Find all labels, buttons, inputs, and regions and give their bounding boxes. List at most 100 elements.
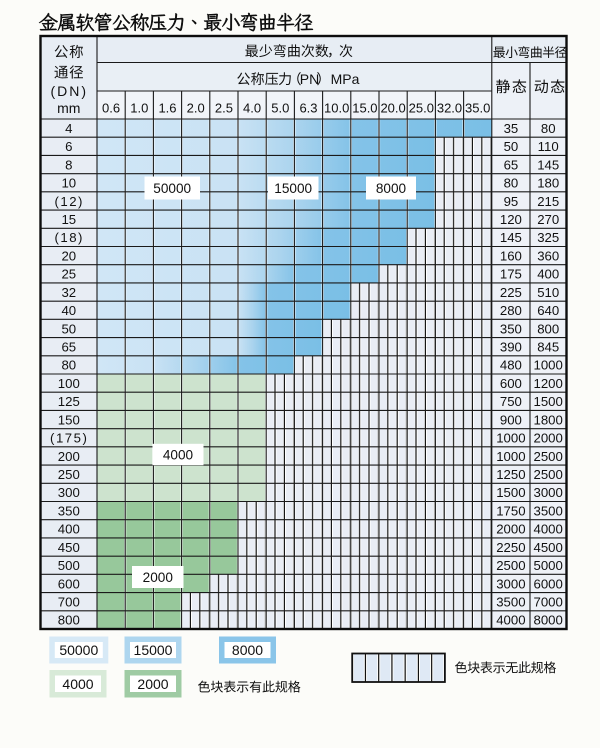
svg-text:480: 480: [500, 358, 522, 373]
svg-text:40: 40: [61, 303, 76, 318]
svg-text:2500: 2500: [534, 467, 563, 482]
svg-text:4000: 4000: [496, 613, 525, 628]
svg-text:50: 50: [504, 139, 519, 154]
svg-text:1000: 1000: [496, 449, 525, 464]
svg-text:350: 350: [500, 321, 522, 336]
svg-text:150: 150: [58, 412, 80, 427]
svg-text:400: 400: [537, 267, 559, 282]
svg-text:32.0: 32.0: [437, 101, 462, 116]
svg-text:2000: 2000: [137, 676, 168, 692]
svg-text:1800: 1800: [534, 412, 563, 427]
svg-text:1750: 1750: [496, 503, 525, 518]
svg-text:2000: 2000: [534, 431, 563, 446]
svg-text:360: 360: [537, 248, 559, 263]
svg-text:325: 325: [537, 230, 559, 245]
svg-text:20.0: 20.0: [380, 101, 405, 116]
svg-text:250: 250: [58, 467, 80, 482]
svg-text:350: 350: [58, 503, 80, 518]
svg-text:35: 35: [504, 121, 519, 136]
svg-text:400: 400: [58, 522, 80, 537]
svg-text:800: 800: [537, 321, 559, 336]
svg-text:8000: 8000: [534, 613, 563, 628]
svg-text:MPa: MPa: [331, 71, 360, 87]
svg-text:1.0: 1.0: [130, 101, 148, 116]
svg-text:110: 110: [538, 139, 559, 154]
svg-text:PN: PN: [300, 71, 319, 87]
svg-text:(DN): (DN): [51, 83, 89, 99]
svg-text:2.0: 2.0: [187, 101, 205, 116]
svg-text:510: 510: [537, 285, 559, 300]
svg-text:900: 900: [500, 412, 522, 427]
svg-text:175: 175: [500, 267, 522, 282]
svg-text:6: 6: [65, 139, 72, 154]
svg-text:845: 845: [537, 340, 559, 355]
svg-text:15: 15: [61, 212, 76, 227]
svg-text:15000: 15000: [134, 642, 173, 658]
svg-text:100: 100: [58, 376, 80, 391]
svg-text:4000: 4000: [163, 448, 194, 463]
svg-text:500: 500: [58, 558, 80, 573]
svg-text:3000: 3000: [534, 485, 563, 500]
svg-text:80: 80: [541, 121, 556, 136]
svg-text:1000: 1000: [496, 431, 525, 446]
svg-text:80: 80: [61, 358, 76, 373]
svg-text:65: 65: [504, 157, 519, 172]
svg-text:25.0: 25.0: [409, 101, 434, 116]
svg-text:6000: 6000: [534, 576, 563, 591]
svg-text:65: 65: [61, 340, 76, 355]
svg-text:215: 215: [537, 194, 559, 209]
svg-text:4500: 4500: [534, 540, 563, 555]
svg-text:125: 125: [58, 394, 80, 409]
svg-text:80: 80: [504, 176, 519, 191]
svg-text:1000: 1000: [534, 358, 563, 373]
svg-text:280: 280: [500, 303, 522, 318]
svg-text:35.0: 35.0: [465, 101, 490, 116]
svg-text:3000: 3000: [496, 576, 525, 591]
svg-text:225: 225: [500, 285, 522, 300]
svg-text:20: 20: [61, 248, 76, 263]
svg-text:8000: 8000: [232, 642, 263, 658]
svg-text:200: 200: [58, 449, 80, 464]
svg-text:4.0: 4.0: [243, 101, 261, 116]
svg-text:5000: 5000: [534, 558, 563, 573]
svg-text:25: 25: [61, 267, 76, 282]
svg-text:6.3: 6.3: [299, 101, 317, 116]
svg-text:750: 750: [500, 394, 522, 409]
svg-text:300: 300: [58, 485, 80, 500]
svg-text:10: 10: [61, 176, 76, 191]
svg-text:390: 390: [500, 340, 522, 355]
svg-text:2000: 2000: [496, 522, 525, 537]
svg-text:450: 450: [58, 540, 80, 555]
svg-text:8: 8: [65, 157, 72, 172]
svg-text:600: 600: [58, 576, 80, 591]
svg-text:800: 800: [58, 613, 80, 628]
svg-text:2500: 2500: [534, 449, 563, 464]
svg-text:mm: mm: [57, 100, 80, 116]
svg-text:0.6: 0.6: [102, 101, 120, 116]
svg-text:3500: 3500: [534, 503, 563, 518]
svg-text:10.0: 10.0: [324, 101, 349, 116]
svg-text:270: 270: [537, 212, 559, 227]
svg-text:95: 95: [504, 194, 519, 209]
svg-text:15.0: 15.0: [352, 101, 377, 116]
svg-text:640: 640: [537, 303, 559, 318]
svg-text:15000: 15000: [274, 181, 312, 196]
svg-text:(12): (12): [54, 194, 83, 209]
svg-text:1.6: 1.6: [158, 101, 176, 116]
svg-text:2000: 2000: [143, 570, 174, 585]
svg-text:120: 120: [500, 212, 522, 227]
svg-text:4: 4: [65, 121, 72, 136]
svg-text:32: 32: [61, 285, 76, 300]
svg-text:700: 700: [58, 595, 80, 610]
svg-text:1500: 1500: [534, 394, 563, 409]
svg-text:1500: 1500: [496, 485, 525, 500]
svg-text:50000: 50000: [59, 642, 98, 658]
svg-text:145: 145: [537, 157, 559, 172]
svg-text:600: 600: [500, 376, 522, 391]
svg-text:2500: 2500: [496, 558, 525, 573]
svg-text:7000: 7000: [534, 595, 563, 610]
svg-text:(18): (18): [54, 230, 83, 245]
svg-text:8000: 8000: [376, 181, 407, 196]
svg-text:(175): (175): [50, 431, 88, 446]
svg-text:2.5: 2.5: [215, 101, 233, 116]
